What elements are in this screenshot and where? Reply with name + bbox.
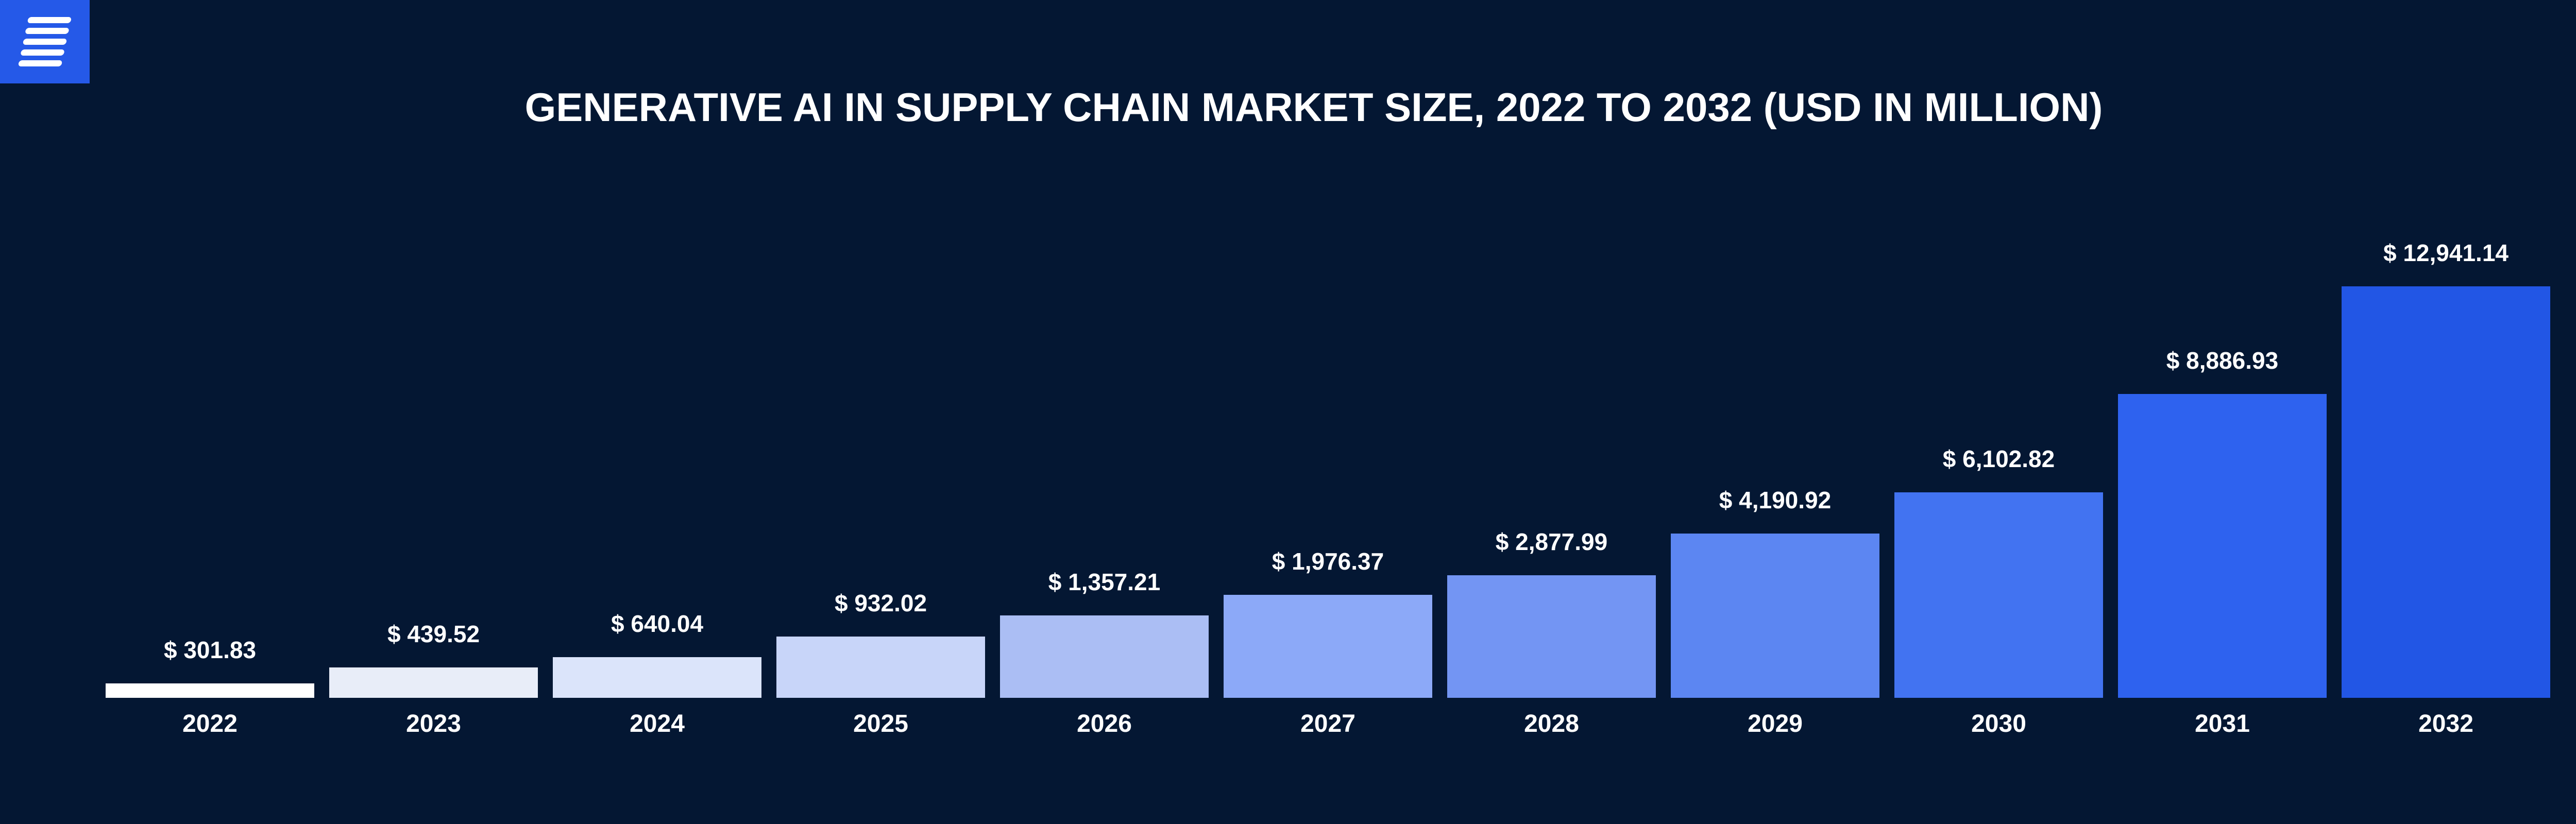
bar-value-label: $ 4,190.92: [1719, 487, 1832, 514]
bar-value-label: $ 640.04: [611, 610, 704, 638]
stacked-lines-logo-icon: [0, 0, 90, 83]
bar-value-label: $ 932.02: [834, 590, 927, 617]
bar-value-label: $ 6,102.82: [1942, 445, 2055, 473]
bar-value-label: $ 12,941.14: [2383, 239, 2509, 267]
x-axis-label: 2028: [1524, 710, 1579, 737]
logo-lines: [18, 17, 72, 66]
bar-group: $ 301.83: [106, 637, 314, 698]
bar-2022: [106, 683, 314, 698]
bar-value-label: $ 301.83: [163, 637, 257, 664]
logo-line: [22, 39, 67, 45]
bar-group: $ 932.02: [776, 590, 985, 698]
bar-group: $ 12,941.14: [2342, 239, 2550, 698]
logo-line: [20, 49, 65, 56]
bar-group: $ 4,190.92: [1671, 487, 1879, 698]
x-axis-label: 2023: [406, 710, 461, 737]
bar-2031: [2118, 394, 2327, 698]
bar-group: $ 1,357.21: [1000, 569, 1209, 698]
x-axis-labels: 2022 2023 2024 2025 2026 2027 2028 2029 2030 2031…: [106, 710, 2550, 738]
bar-group: $ 1,976.37: [1224, 548, 1432, 698]
logo-line: [18, 60, 63, 66]
bar-value-label: $ 2,877.99: [1495, 528, 1608, 556]
bar-group: $ 640.04: [553, 610, 761, 698]
bar-2032: [2342, 286, 2550, 698]
bar-chart: $ 301.83 $ 439.52 $ 640.04 $ 932.02 $ 1,357.…: [106, 0, 2550, 698]
bar-group: $ 8,886.93: [2118, 347, 2327, 698]
x-axis-label: 2032: [2418, 710, 2473, 737]
bar-2027: [1224, 595, 1432, 698]
x-axis-label: 2030: [1971, 710, 2026, 737]
bar-2024: [553, 657, 761, 698]
x-axis-label: 2031: [2195, 710, 2250, 737]
bar-2030: [1894, 492, 2103, 698]
logo-line: [25, 28, 70, 34]
bar-2025: [776, 637, 985, 698]
bar-value-label: $ 1,357.21: [1048, 569, 1161, 596]
x-axis-label: 2027: [1300, 710, 1355, 737]
x-axis-label: 2025: [853, 710, 908, 737]
x-axis-label: 2022: [182, 710, 238, 737]
bar-2029: [1671, 534, 1879, 698]
bar-group: $ 439.52: [329, 621, 538, 698]
bar-value-label: $ 8,886.93: [2166, 347, 2279, 374]
logo-line: [27, 17, 72, 23]
bar-2028: [1447, 575, 1656, 698]
bar-group: $ 6,102.82: [1894, 445, 2103, 698]
bar-value-label: $ 439.52: [387, 621, 480, 648]
bar-group: $ 2,877.99: [1447, 528, 1656, 698]
x-axis-label: 2029: [1748, 710, 1803, 737]
bar-2023: [329, 667, 538, 698]
chart-title: GENERATIVE AI IN SUPPLY CHAIN MARKET SIZ…: [524, 84, 2103, 130]
x-axis-label: 2024: [630, 710, 685, 737]
bar-value-label: $ 1,976.37: [1272, 548, 1384, 575]
bar-2026: [1000, 615, 1209, 698]
x-axis-label: 2026: [1077, 710, 1132, 737]
